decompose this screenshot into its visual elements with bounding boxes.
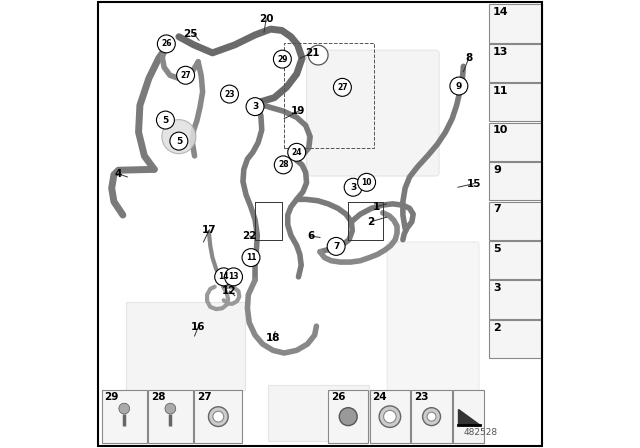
Text: 16: 16 xyxy=(191,322,205,332)
Text: 2: 2 xyxy=(493,323,500,332)
Circle shape xyxy=(214,268,232,286)
Bar xyxy=(490,123,541,161)
Circle shape xyxy=(344,178,362,196)
Circle shape xyxy=(209,407,228,426)
Circle shape xyxy=(162,120,196,154)
Circle shape xyxy=(242,249,260,267)
Circle shape xyxy=(333,78,351,96)
Text: 6: 6 xyxy=(307,231,314,241)
Text: 7: 7 xyxy=(333,242,339,251)
Text: 13: 13 xyxy=(228,272,239,281)
Polygon shape xyxy=(458,409,480,425)
Text: 4: 4 xyxy=(115,169,122,179)
Circle shape xyxy=(119,403,129,414)
Bar xyxy=(148,390,193,443)
Text: 28: 28 xyxy=(150,392,165,402)
Text: 2: 2 xyxy=(367,217,374,227)
Circle shape xyxy=(157,35,175,53)
FancyBboxPatch shape xyxy=(307,50,439,176)
Text: 29: 29 xyxy=(277,55,287,64)
Text: 11: 11 xyxy=(493,86,508,96)
Circle shape xyxy=(383,410,396,423)
Circle shape xyxy=(170,132,188,150)
Text: 7: 7 xyxy=(493,204,500,214)
Bar xyxy=(490,320,541,358)
Circle shape xyxy=(308,45,328,65)
Text: 29: 29 xyxy=(104,392,119,402)
Text: 14: 14 xyxy=(493,7,509,17)
Text: 8: 8 xyxy=(465,53,472,63)
Circle shape xyxy=(379,406,401,427)
Text: 18: 18 xyxy=(266,333,280,343)
Text: 19: 19 xyxy=(291,106,306,116)
Text: 27: 27 xyxy=(180,71,191,80)
Text: 23: 23 xyxy=(224,90,235,99)
Bar xyxy=(490,44,541,82)
Text: 21: 21 xyxy=(305,48,319,58)
Text: 9: 9 xyxy=(493,165,501,175)
Text: 3: 3 xyxy=(350,183,356,192)
Circle shape xyxy=(273,50,291,68)
Circle shape xyxy=(450,77,468,95)
Circle shape xyxy=(156,111,174,129)
Text: 10: 10 xyxy=(362,178,372,187)
Circle shape xyxy=(339,408,357,426)
FancyBboxPatch shape xyxy=(387,242,479,392)
Bar xyxy=(194,390,243,443)
Circle shape xyxy=(275,156,292,174)
Bar xyxy=(102,390,147,443)
Bar xyxy=(127,302,245,390)
Bar xyxy=(412,390,452,443)
Circle shape xyxy=(422,408,440,426)
Bar xyxy=(269,385,369,441)
Text: 28: 28 xyxy=(278,160,289,169)
Text: 24: 24 xyxy=(291,148,302,157)
Bar xyxy=(284,43,374,148)
Text: 20: 20 xyxy=(259,14,273,24)
Circle shape xyxy=(177,66,195,84)
Text: 5: 5 xyxy=(176,137,182,146)
Text: 15: 15 xyxy=(467,179,481,189)
Text: 17: 17 xyxy=(202,225,217,235)
Text: 23: 23 xyxy=(414,392,429,402)
Circle shape xyxy=(327,237,345,255)
Text: 27: 27 xyxy=(196,392,211,402)
Text: 9: 9 xyxy=(456,82,462,90)
Bar xyxy=(490,280,541,319)
Bar xyxy=(490,162,541,200)
Text: 27: 27 xyxy=(337,83,348,92)
Text: 11: 11 xyxy=(246,253,256,262)
Text: 25: 25 xyxy=(183,29,197,39)
Circle shape xyxy=(165,403,176,414)
Bar xyxy=(328,390,369,443)
Bar xyxy=(490,83,541,121)
Text: 5: 5 xyxy=(493,244,500,254)
Text: 3: 3 xyxy=(493,283,500,293)
Text: 24: 24 xyxy=(372,392,387,402)
Bar xyxy=(453,390,484,443)
Text: 10: 10 xyxy=(493,125,508,135)
Text: 26: 26 xyxy=(161,39,172,48)
Text: 5: 5 xyxy=(163,116,168,125)
Circle shape xyxy=(221,85,239,103)
Bar xyxy=(490,241,541,279)
Text: 14: 14 xyxy=(218,272,229,281)
Text: 22: 22 xyxy=(243,231,257,241)
Circle shape xyxy=(427,412,436,421)
Text: 26: 26 xyxy=(331,392,345,402)
Text: 1: 1 xyxy=(372,202,380,212)
Circle shape xyxy=(213,411,224,422)
Circle shape xyxy=(288,143,306,161)
Text: 3: 3 xyxy=(252,102,258,111)
Text: 482528: 482528 xyxy=(463,428,497,437)
Text: 12: 12 xyxy=(222,286,237,296)
Circle shape xyxy=(246,98,264,116)
Bar xyxy=(370,390,410,443)
Bar xyxy=(490,202,541,240)
Circle shape xyxy=(358,173,376,191)
Bar xyxy=(490,4,541,43)
Text: 13: 13 xyxy=(493,47,508,56)
Circle shape xyxy=(225,268,243,286)
